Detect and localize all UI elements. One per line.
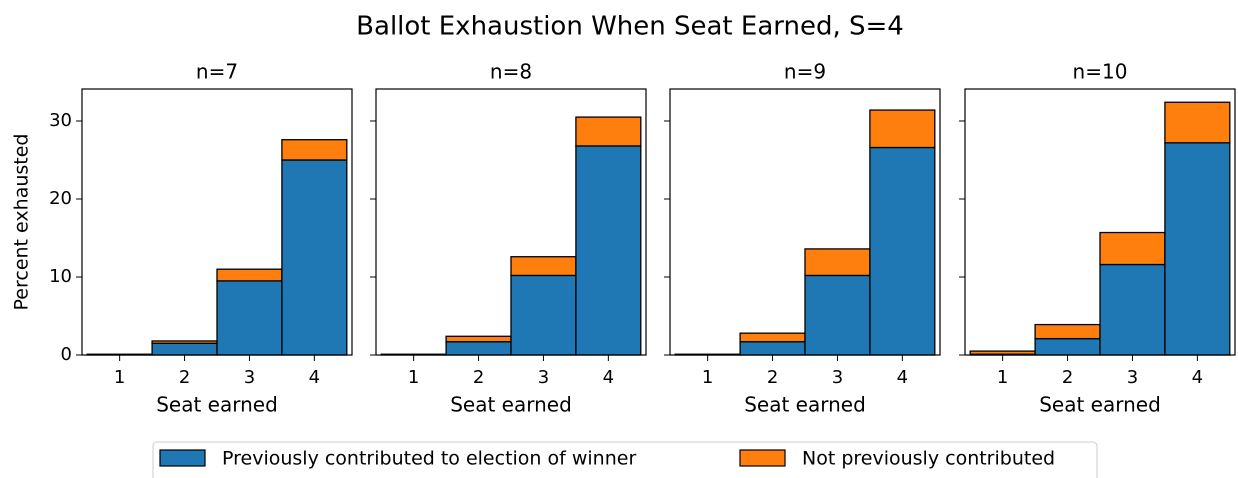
plot-frame	[81, 88, 353, 356]
chart-title: Ballot Exhaustion When Seat Earned, S=4	[356, 12, 904, 42]
x-tick-label: 2	[473, 367, 484, 388]
x-tick-label: 4	[603, 367, 614, 388]
x-tick-label: 3	[1127, 367, 1138, 388]
x-tick-label: 1	[114, 367, 125, 388]
panel-title: n=7	[196, 60, 238, 84]
panel-title: n=10	[1073, 60, 1128, 84]
panel-title: n=8	[490, 60, 532, 84]
y-tick-label: 10	[49, 266, 72, 287]
bar	[575, 116, 642, 147]
x-tick-label: 4	[1192, 367, 1203, 388]
bar	[216, 280, 283, 356]
x-tick-label: 1	[702, 367, 713, 388]
bar	[1099, 263, 1166, 356]
bar	[151, 340, 218, 344]
bar	[510, 256, 577, 277]
bar	[151, 342, 218, 356]
bar	[869, 146, 936, 356]
y-axis-label: Percent exhausted	[11, 134, 33, 311]
bar	[1164, 142, 1231, 356]
bar	[445, 335, 512, 343]
x-axis-label: Seat earned	[744, 393, 866, 417]
bar	[1164, 101, 1231, 144]
bar	[575, 145, 642, 356]
bar	[281, 159, 348, 356]
y-tick-label: 20	[49, 188, 72, 209]
x-tick-label: 2	[767, 367, 778, 388]
x-tick-label: 1	[997, 367, 1008, 388]
bar	[804, 274, 871, 356]
legend-label: Not previously contributed	[802, 448, 1055, 470]
bar	[804, 248, 871, 277]
bar	[445, 341, 512, 356]
bar	[969, 350, 1036, 355]
plot-frame	[964, 88, 1236, 356]
x-tick-label: 4	[309, 367, 320, 388]
x-axis-label: Seat earned	[156, 393, 278, 417]
bar	[739, 332, 806, 343]
legend-box	[152, 441, 1098, 478]
legend-label: Previously contributed to election of wi…	[222, 448, 636, 470]
plot-frame	[375, 88, 647, 356]
x-tick-label: 3	[538, 367, 549, 388]
legend-swatch	[739, 449, 786, 467]
bar	[510, 274, 577, 356]
bar	[739, 341, 806, 356]
bar	[1099, 231, 1166, 266]
x-tick-label: 4	[897, 367, 908, 388]
y-tick-label: 0	[61, 344, 72, 365]
x-tick-label: 1	[408, 367, 419, 388]
legend-swatch	[159, 449, 206, 467]
bar	[869, 109, 936, 149]
panel-title: n=9	[784, 60, 826, 84]
x-axis-label: Seat earned	[1039, 393, 1161, 417]
plot-frame	[669, 88, 941, 356]
x-axis-label: Seat earned	[450, 393, 572, 417]
bar	[281, 139, 348, 161]
x-tick-label: 2	[1062, 367, 1073, 388]
bar	[1034, 323, 1101, 340]
y-tick-label: 30	[49, 110, 72, 131]
x-tick-label: 2	[179, 367, 190, 388]
x-tick-label: 3	[244, 367, 255, 388]
x-tick-label: 3	[832, 367, 843, 388]
bar	[1034, 337, 1101, 356]
bar	[216, 268, 283, 282]
